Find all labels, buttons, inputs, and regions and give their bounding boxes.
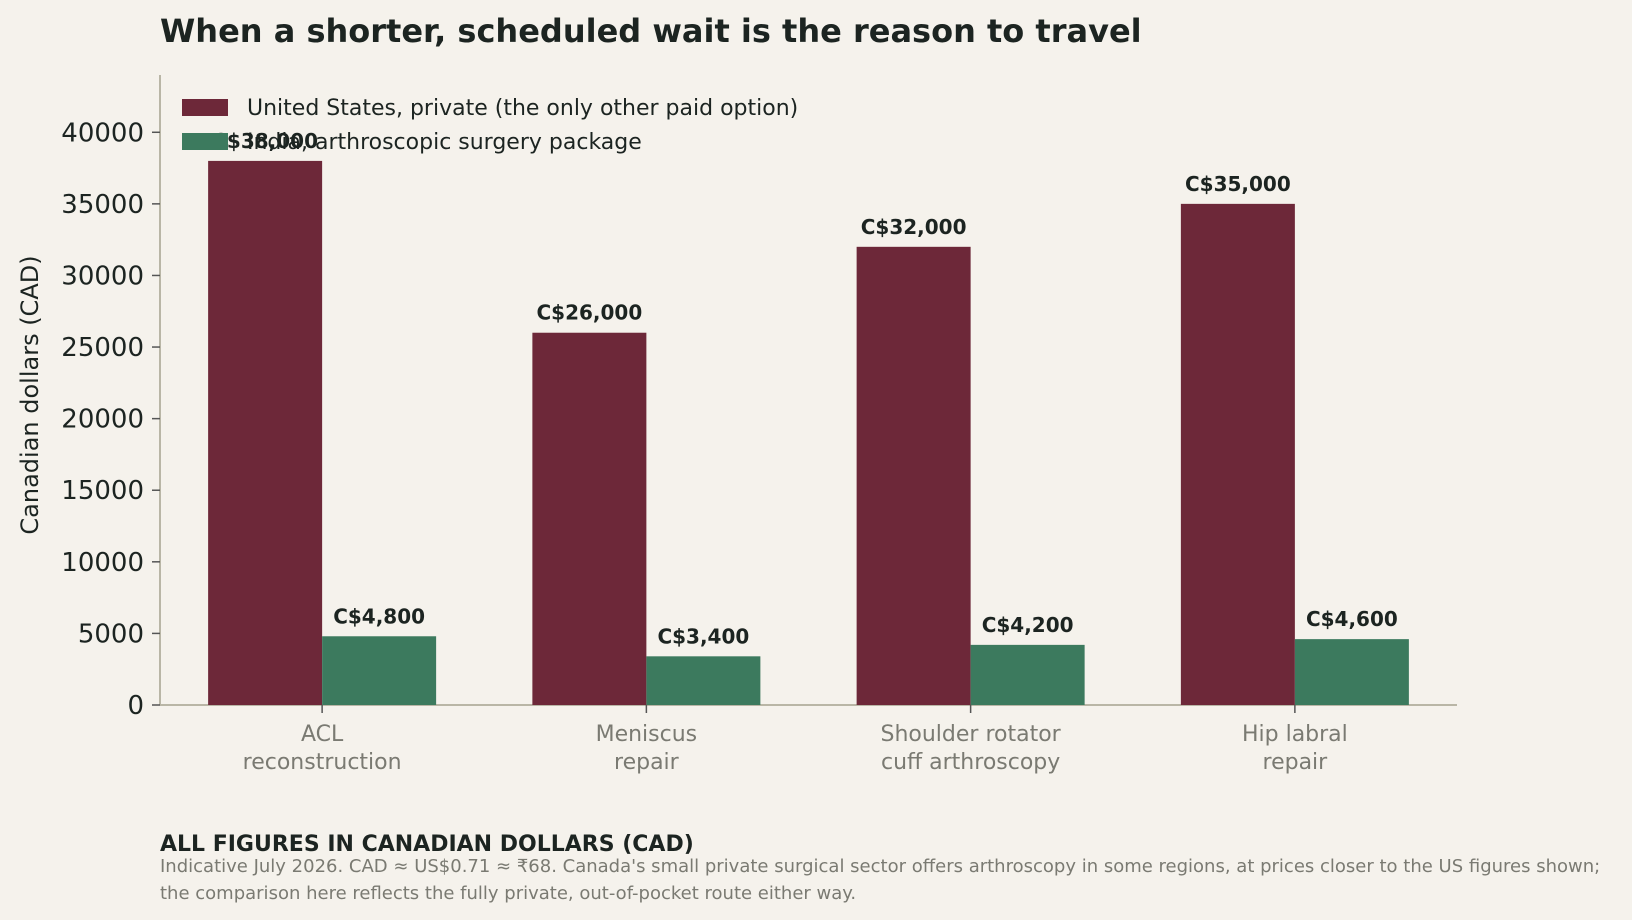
y-axis-label: Canadian dollars (CAD)	[16, 255, 44, 534]
bar-value-label: C$4,800	[333, 604, 425, 628]
note-heading: ALL FIGURES IN CANADIAN DOLLARS (CAD)	[160, 832, 694, 857]
y-tick-label: 20000	[61, 405, 144, 435]
legend-label: United States, private (the only other p…	[247, 96, 798, 121]
bar-value-label: C$32,000	[861, 215, 967, 239]
x-tick-label: repair	[1263, 750, 1329, 775]
y-tick-label: 25000	[61, 333, 144, 363]
bar-us	[856, 246, 971, 705]
chart-title: When a shorter, scheduled wait is the re…	[160, 12, 1142, 50]
bar-india	[1294, 639, 1409, 705]
bar-value-label: C$3,400	[657, 624, 749, 648]
y-tick-label: 10000	[61, 548, 144, 578]
bar-india	[646, 656, 761, 705]
x-tick-label: reconstruction	[243, 750, 402, 775]
bar-us	[1180, 203, 1295, 705]
x-tick-label: ACL	[301, 722, 344, 747]
bar-us	[208, 160, 323, 706]
bar-india	[322, 636, 437, 705]
bar-value-label: C$38,000	[212, 129, 318, 153]
legend-label: India, arthroscopic surgery package	[247, 130, 642, 155]
x-tick-label: Shoulder rotator	[881, 722, 1062, 747]
x-tick-label: Meniscus	[596, 722, 698, 747]
y-tick-label: 35000	[61, 190, 144, 220]
x-tick-label: cuff arthroscopy	[881, 750, 1060, 775]
bar-value-label: C$35,000	[1185, 172, 1291, 196]
bar-value-label: C$4,600	[1306, 607, 1398, 631]
y-tick-label: 30000	[61, 261, 144, 291]
x-tick-label: repair	[614, 750, 680, 775]
y-tick-label: 0	[127, 691, 144, 721]
bar-us	[532, 332, 647, 705]
bar-value-label: C$4,200	[982, 613, 1074, 637]
y-tick-label: 5000	[78, 619, 144, 649]
legend-swatch	[182, 133, 228, 150]
bar-value-label: C$26,000	[536, 301, 642, 325]
y-tick-label: 40000	[61, 118, 144, 148]
note-body: Indicative July 2026. CAD ≈ US$0.71 ≈ ₹6…	[160, 856, 1601, 904]
y-tick-label: 15000	[61, 476, 144, 506]
bar-india	[970, 644, 1085, 705]
x-tick-label: Hip labral	[1242, 722, 1348, 747]
legend-swatch	[182, 99, 228, 116]
